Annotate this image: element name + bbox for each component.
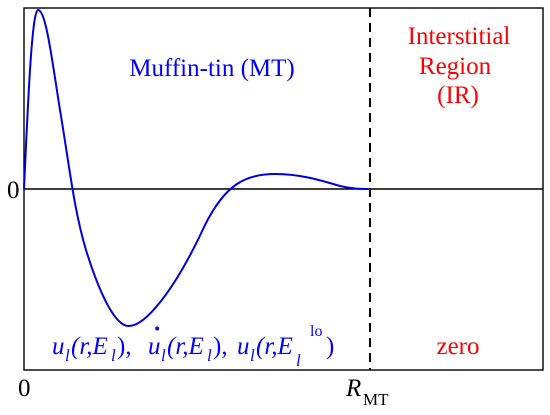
basis-fn-ulo: u bbox=[237, 333, 250, 360]
x-zero-tick-label: 0 bbox=[18, 375, 31, 402]
basis-fn-ulo-close: ) bbox=[326, 333, 334, 360]
basis-fn-udot-args: (r,E bbox=[167, 333, 204, 360]
zero-region-label: zero bbox=[436, 333, 479, 360]
y-zero-tick-label: 0 bbox=[7, 177, 20, 204]
r-mt-subscript: MT bbox=[363, 390, 389, 409]
basis-fn-u-sub-l: l bbox=[65, 346, 70, 365]
basis-fn-udot-sub-l: l bbox=[161, 346, 166, 365]
muffin-tin-label: Muffin-tin (MT) bbox=[129, 55, 295, 82]
interstitial-label-line3: (IR) bbox=[437, 82, 479, 109]
r-mt-label: R bbox=[345, 375, 361, 402]
basis-fn-udot: u bbox=[148, 333, 161, 360]
basis-fn-ulo-e-sub-l: l bbox=[296, 351, 301, 370]
basis-fn-udot-e-sub-l: l bbox=[207, 346, 212, 365]
radial-wavefunction-curve bbox=[23, 8, 371, 328]
interstitial-label-line2: Region bbox=[419, 53, 492, 80]
interstitial-label-line1: Interstitial bbox=[408, 23, 511, 50]
basis-functions-label: u l (r,E l ), u · l (r,E l ), u l (r,E l… bbox=[52, 316, 334, 370]
basis-fn-e-sub-l: l bbox=[111, 346, 116, 365]
basis-fn-udot-close: ), bbox=[213, 333, 228, 360]
basis-fn-u: u bbox=[52, 333, 65, 360]
basis-fn-close: ), bbox=[117, 333, 132, 360]
basis-fn-ulo-sub-l: l bbox=[250, 346, 255, 365]
basis-fn-ulo-sup: lo bbox=[310, 323, 322, 340]
basis-fn-args: (r,E bbox=[71, 333, 108, 360]
basis-fn-udot-dot: · bbox=[153, 316, 161, 343]
basis-fn-ulo-args: (r,E bbox=[256, 333, 293, 360]
